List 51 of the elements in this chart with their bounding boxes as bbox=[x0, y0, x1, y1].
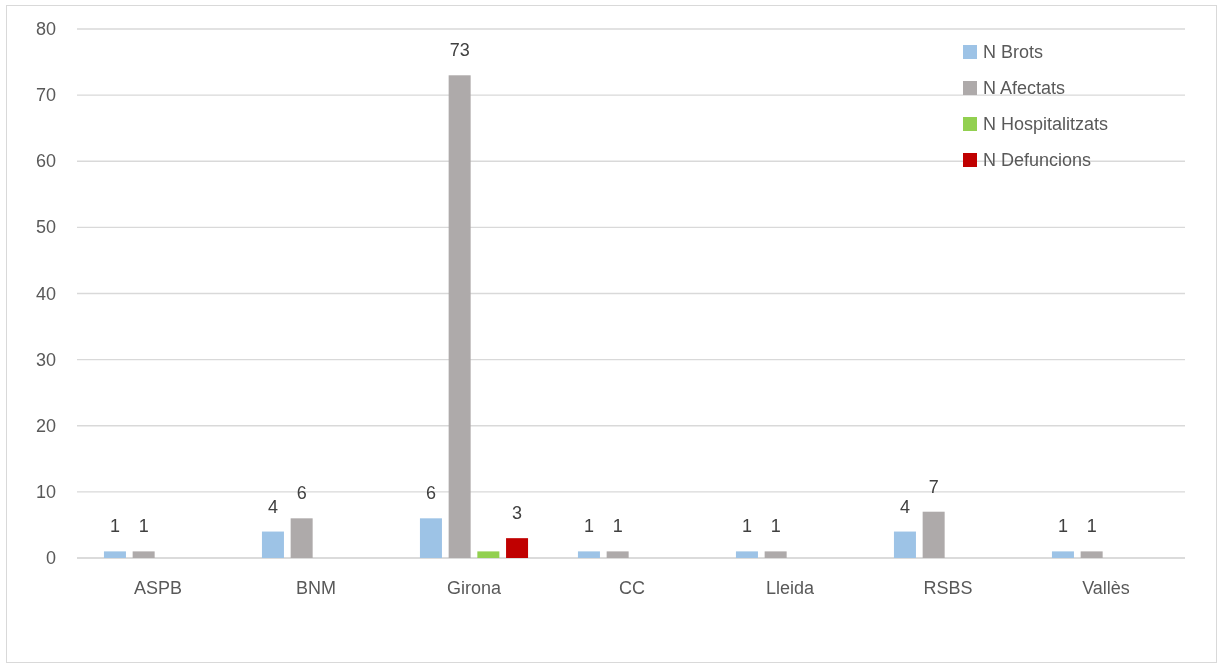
legend-label: N Brots bbox=[983, 42, 1044, 62]
y-tick-label: 70 bbox=[35, 85, 56, 106]
data-label: 1 bbox=[109, 516, 120, 537]
data-label: 1 bbox=[612, 516, 623, 537]
x-tick-label: ASPB bbox=[133, 578, 183, 598]
data-label: 4 bbox=[267, 496, 278, 517]
bar bbox=[132, 551, 155, 558]
bar bbox=[477, 551, 500, 558]
bar bbox=[419, 518, 442, 558]
bar bbox=[893, 531, 916, 558]
x-tick-label: RSBS bbox=[923, 578, 973, 598]
bar bbox=[606, 551, 629, 558]
bar bbox=[735, 551, 758, 558]
y-tick-label: 40 bbox=[35, 283, 56, 304]
bar bbox=[922, 511, 945, 558]
data-label: 1 bbox=[1086, 516, 1097, 537]
y-tick-label: 0 bbox=[45, 548, 56, 568]
bar bbox=[764, 551, 787, 558]
y-tick-label: 80 bbox=[35, 19, 56, 39]
data-label: 1 bbox=[770, 516, 781, 537]
x-tick-label: CC bbox=[619, 578, 645, 598]
data-label: 4 bbox=[899, 496, 910, 517]
data-label: 1 bbox=[583, 516, 594, 537]
data-label: 6 bbox=[296, 483, 307, 504]
data-label: 6 bbox=[425, 483, 436, 504]
legend-label: N Defuncions bbox=[983, 150, 1092, 170]
data-label: 1 bbox=[1057, 516, 1068, 537]
data-label: 1 bbox=[138, 516, 149, 537]
data-label: 73 bbox=[449, 40, 470, 61]
bar bbox=[103, 551, 126, 558]
x-tick-label: Girona bbox=[446, 578, 502, 598]
y-tick-label: 10 bbox=[35, 481, 56, 502]
data-label: 7 bbox=[928, 476, 939, 497]
legend-label: N Hospitalitzats bbox=[983, 114, 1109, 134]
bar bbox=[1051, 551, 1074, 558]
bar bbox=[1080, 551, 1103, 558]
x-tick-label: Lleida bbox=[765, 578, 816, 598]
data-label: 3 bbox=[512, 503, 523, 524]
y-tick-label: 30 bbox=[35, 349, 56, 370]
bar bbox=[577, 551, 600, 558]
x-tick-label: BNM bbox=[296, 578, 336, 598]
y-tick-label: 50 bbox=[35, 217, 56, 238]
bar bbox=[448, 75, 471, 558]
data-label: 1 bbox=[741, 516, 752, 537]
bar bbox=[506, 538, 529, 558]
bar bbox=[261, 531, 284, 558]
y-tick-label: 20 bbox=[35, 415, 56, 436]
bar bbox=[290, 518, 313, 558]
legend-label: N Afectats bbox=[983, 78, 1066, 98]
x-tick-label: Vallès bbox=[1082, 578, 1130, 598]
y-tick-label: 60 bbox=[35, 151, 56, 172]
